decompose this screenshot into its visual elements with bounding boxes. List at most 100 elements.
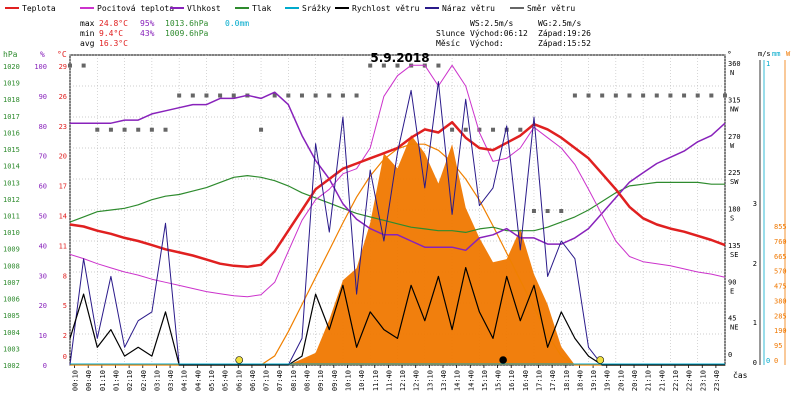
x-tick-label: 09:40: [331, 370, 339, 391]
solar-axis-label: W: [786, 50, 791, 58]
x-axis-label: čas: [733, 370, 748, 380]
wind-direction-point: [299, 93, 304, 98]
solar-tick-label: 570: [774, 268, 787, 276]
wind-tick-label: 0: [753, 359, 757, 367]
wind-direction-point: [286, 93, 291, 98]
x-tick-label: 12:10: [399, 370, 407, 391]
solar-radiation-area: [70, 135, 725, 365]
direction-cardinal-label: NE: [730, 324, 738, 332]
legend-label: Pocitová teplota: [97, 4, 174, 13]
x-tick-label: 01:40: [112, 370, 120, 391]
wind-direction-point: [95, 127, 100, 132]
wind-direction-point: [682, 93, 687, 98]
direction-tick-label: 0: [728, 351, 732, 359]
x-tick-label: 16:40: [522, 370, 530, 391]
solar-tick-label: 190: [774, 327, 787, 335]
sunrise-label: Východ:06:12: [470, 29, 528, 38]
pressure-tick-label: 1013: [3, 179, 20, 187]
wind-direction-point: [122, 127, 127, 132]
humidity-tick-label: 0: [43, 362, 47, 370]
x-tick-label: 22:40: [686, 370, 694, 391]
stat-humidity: 43%: [140, 29, 155, 38]
marker-sunset: [596, 356, 605, 364]
legend-label: Teplota: [22, 4, 56, 13]
pressure-tick-label: 1019: [3, 80, 20, 88]
stat-pressure: 1013.6hPa: [165, 19, 209, 28]
pressure-tick-label: 1014: [3, 163, 20, 171]
wind-direction-point: [477, 127, 482, 132]
x-tick-label: 13:10: [426, 370, 434, 391]
wind-direction-point: [518, 127, 523, 132]
wind-tick-label: 3: [753, 200, 757, 208]
x-tick-label: 03:40: [167, 370, 175, 391]
x-tick-label: 00:40: [85, 370, 93, 391]
x-tick-label: 05:40: [222, 370, 230, 391]
temp-tick-label: 11: [59, 242, 67, 250]
wind-direction-point: [450, 127, 455, 132]
humidity-tick-label: 30: [39, 272, 47, 280]
pressure-tick-label: 1010: [3, 229, 20, 237]
direction-axis-label: °: [727, 50, 732, 59]
wind-direction-point: [491, 127, 496, 132]
wind-direction-point: [231, 93, 236, 98]
solar-tick-label: 285: [774, 312, 787, 320]
solar-tick-label: 665: [774, 253, 787, 261]
temp-tick-label: 26: [59, 93, 67, 101]
direction-tick-label: 225: [728, 169, 741, 177]
x-tick-label: 11:10: [372, 370, 380, 391]
moonrise-label: Východ:: [470, 39, 504, 48]
rain-axis-label: mm: [772, 50, 780, 58]
wind-direction-point: [545, 209, 550, 213]
wind-direction-point: [531, 209, 536, 213]
pressure-tick-label: 1004: [3, 329, 20, 337]
x-tick-label: 07:10: [263, 370, 271, 391]
wind-direction-point: [436, 63, 441, 68]
pressure-tick-label: 1015: [3, 146, 20, 154]
temp-tick-label: 5: [63, 302, 67, 310]
humidity-line: [70, 91, 726, 252]
humidity-tick-label: 60: [39, 183, 47, 191]
legend-label: Tlak: [252, 4, 271, 13]
x-tick-label: 10:40: [358, 370, 366, 391]
pressure-tick-label: 1009: [3, 246, 20, 254]
marker-sunrise: [235, 356, 244, 364]
direction-tick-label: 90: [728, 278, 736, 286]
x-tick-label: 09:10: [317, 370, 325, 391]
humidity-tick-label: 80: [39, 123, 47, 131]
temp-tick-label: 8: [63, 272, 67, 280]
humidity-tick-label: 40: [39, 242, 47, 250]
stat-label: max: [80, 19, 95, 28]
x-tick-label: 19:10: [590, 370, 598, 391]
x-tick-label: 04:40: [194, 370, 202, 391]
x-tick-label: 19:40: [604, 370, 612, 391]
x-tick-label: 16:10: [508, 370, 516, 391]
stat-temp: 24.8°C: [99, 19, 128, 28]
temp-tick-label: 17: [59, 183, 67, 191]
x-tick-label: 20:40: [631, 370, 639, 391]
pressure-tick-label: 1006: [3, 296, 20, 304]
pressure-line: [69, 175, 725, 233]
x-tick-label: 06:40: [249, 370, 257, 391]
x-tick-label: 11:40: [385, 370, 393, 391]
x-tick-label: 20:10: [617, 370, 625, 391]
x-tick-label: 07:40: [276, 370, 284, 391]
wind-direction-point: [668, 93, 673, 98]
wind-tick-label: 1: [753, 319, 757, 327]
moon-label: Měsíc: [436, 39, 460, 48]
x-tick-label: 12:40: [413, 370, 421, 391]
wind-direction-point: [218, 93, 223, 98]
stat-wind-speed: WS:2.5m/s: [470, 19, 514, 28]
pressure-tick-label: 1007: [3, 279, 20, 287]
legend-label: Směr větru: [527, 4, 575, 13]
direction-tick-label: 360: [728, 60, 741, 68]
pressure-tick-label: 1005: [3, 312, 20, 320]
solar-tick-label: 0: [774, 357, 778, 365]
humidity-tick-label: 90: [39, 93, 47, 101]
solar-tick-label: 475: [774, 283, 787, 291]
wind-direction-point: [272, 93, 277, 98]
pressure-tick-label: 1008: [3, 262, 20, 270]
wind-axis-label: m/s: [758, 50, 771, 58]
solar-tick-label: 380: [774, 297, 787, 305]
temp-tick-label: 2: [63, 332, 67, 340]
